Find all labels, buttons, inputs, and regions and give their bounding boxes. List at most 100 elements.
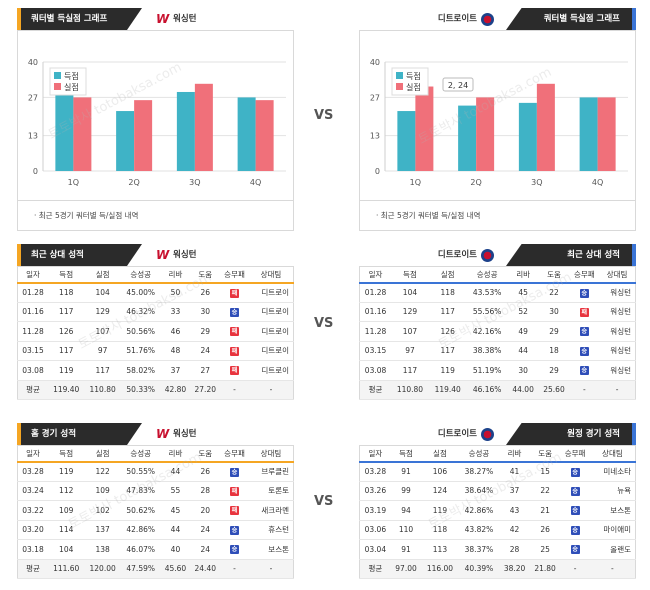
cell-assists: 30: [538, 302, 570, 322]
cell-allow: 122: [84, 461, 121, 482]
avg-cell-opponent: -: [248, 559, 294, 579]
cell-assists: 29: [538, 360, 570, 381]
avg-cell-date: 평균: [17, 559, 48, 579]
cell-score: 94: [390, 500, 422, 521]
cell-allow: 117: [84, 360, 121, 381]
cell-result: 승: [560, 500, 590, 521]
cell-allow: 107: [84, 321, 121, 342]
cell-opponent: 마이애미: [589, 520, 636, 540]
cell-allow: 138: [84, 539, 121, 560]
avg-cell-score: 97.00: [390, 559, 422, 579]
loss-badge: 패: [230, 506, 240, 516]
cell-date: 01.28: [359, 282, 392, 303]
cell-date: 03.08: [359, 360, 392, 381]
cell-assists: 25: [529, 539, 561, 560]
loss-badge: 패: [230, 327, 240, 337]
table-row: 03.19 94 119 42.86% 43 21 승 보스톤: [359, 500, 636, 521]
cell-result: 패: [220, 481, 249, 501]
cell-assists: 24: [190, 520, 221, 540]
cell-date: 03.15: [359, 341, 392, 361]
right-away-header: 디트로이트 원정 경기 성적: [359, 423, 636, 445]
col-header-opponent: 상대팀: [248, 266, 294, 284]
average-row: 평균 119.40 110.80 50.33% 42.80 27.20- -: [17, 380, 294, 400]
cell-rebounds: 52: [507, 302, 539, 322]
table-row: 11.28 107 126 42.16% 49 29 승 워싱턴: [359, 321, 636, 342]
col-header-date: 일자: [17, 445, 48, 463]
col-header-assists: 도움: [190, 266, 221, 284]
col-header-allow: 실점: [428, 266, 467, 284]
right-away-table: 일자 득점 실점 승성공 리바 도움 승무패 상대팀 03.28 91 106 38.27% 41 15 승…: [359, 445, 636, 579]
team-label: 워싱턴: [155, 244, 196, 266]
legend-swatch-allow: [396, 83, 403, 90]
section-title: 쿼터별 득실점 그래프: [506, 8, 636, 30]
col-header-rebounds: 리바: [160, 445, 191, 463]
avg-cell-assists: 24.40: [190, 559, 221, 579]
col-header-score: 득점: [390, 445, 422, 463]
table-row: 03.08 119 117 58.02% 37 27 패 디트로이: [17, 360, 294, 381]
avg-cell-opponent: -: [589, 559, 636, 579]
win-badge: 승: [570, 486, 580, 496]
y-tick-label: 0: [33, 167, 38, 176]
cell-allow: 118: [428, 282, 467, 303]
avg-cell-allow: 110.80: [84, 380, 121, 400]
avg-cell-result: -: [560, 559, 590, 579]
bar-allow-1Q: [415, 86, 434, 171]
cell-rebounds: 48: [160, 341, 191, 361]
cell-rebounds: 37: [499, 481, 530, 501]
legend-label: 득점: [406, 71, 421, 81]
col-header-rebounds: 리바: [499, 445, 530, 463]
cell-opponent: 디트로이: [248, 341, 294, 361]
loss-badge: 패: [230, 366, 240, 376]
win-badge: 승: [570, 545, 580, 555]
cell-rebounds: 33: [160, 302, 191, 322]
legend-swatch-score: [396, 72, 403, 79]
col-header-assists: 도움: [529, 445, 561, 463]
col-header-score: 득점: [48, 445, 85, 463]
cell-rate: 38.64%: [458, 481, 500, 501]
cell-result: 승: [560, 461, 590, 482]
cell-allow: 97: [84, 341, 121, 361]
cell-date: 11.28: [17, 321, 48, 342]
cell-date: 01.28: [17, 282, 48, 303]
col-header-assists: 도움: [190, 445, 221, 463]
cell-opponent: 브루클린: [248, 461, 294, 482]
table-row: 01.16 117 129 46.32% 33 30 승 디트로이: [17, 302, 294, 322]
col-header-rate: 승성공: [458, 445, 500, 463]
bar-allow-2Q: [476, 97, 495, 171]
cell-assists: 18: [538, 341, 570, 361]
table-row: 03.22 109 102 50.62% 45 20 패 새크라멘: [17, 500, 294, 521]
cell-opponent: 보스톤: [248, 539, 294, 560]
col-header-result: 승무패: [569, 266, 600, 284]
cell-opponent: 워싱턴: [599, 360, 636, 381]
average-row: 평균 97.00 116.00 40.39% 38.20 21.80- -: [359, 559, 636, 579]
cell-allow: 102: [84, 500, 121, 521]
cell-allow: 118: [421, 520, 459, 540]
cell-date: 03.08: [17, 360, 48, 381]
team-label: 디트로이트: [438, 8, 494, 30]
table-row: 01.28 118 104 45.00% 50 26 패 디트로이: [17, 282, 294, 303]
table-header-row: 일자 득점 실점 승성공 리바 도움 승무패 상대팀: [359, 266, 636, 284]
cell-opponent: 디트로이: [248, 360, 294, 381]
cell-rate: 47.83%: [120, 481, 161, 501]
y-tick-label: 0: [375, 167, 380, 176]
x-tick-label: 2Q: [470, 178, 481, 187]
cell-score: 107: [391, 321, 429, 342]
cell-result: 승: [569, 282, 600, 303]
col-header-allow: 실점: [421, 445, 459, 463]
table-row: 03.15 97 117 38.38% 44 18 승 워싱턴: [359, 341, 636, 361]
avg-cell-result: -: [220, 380, 249, 400]
left-recent-header: 최근 상대 성적 워싱턴: [17, 244, 294, 266]
avg-cell-assists: 21.80: [529, 559, 561, 579]
cell-score: 117: [48, 341, 85, 361]
table-row: 03.28 119 122 50.55% 44 26 승 브루클린: [17, 461, 294, 482]
cell-rebounds: 40: [160, 539, 191, 560]
cell-date: 11.28: [359, 321, 392, 342]
pistons-logo-icon: [481, 427, 494, 441]
cell-rebounds: 43: [499, 500, 530, 521]
col-header-result: 승무패: [220, 445, 249, 463]
cell-score: 104: [391, 282, 429, 303]
cell-score: 109: [48, 500, 85, 521]
win-badge: 승: [230, 307, 240, 317]
